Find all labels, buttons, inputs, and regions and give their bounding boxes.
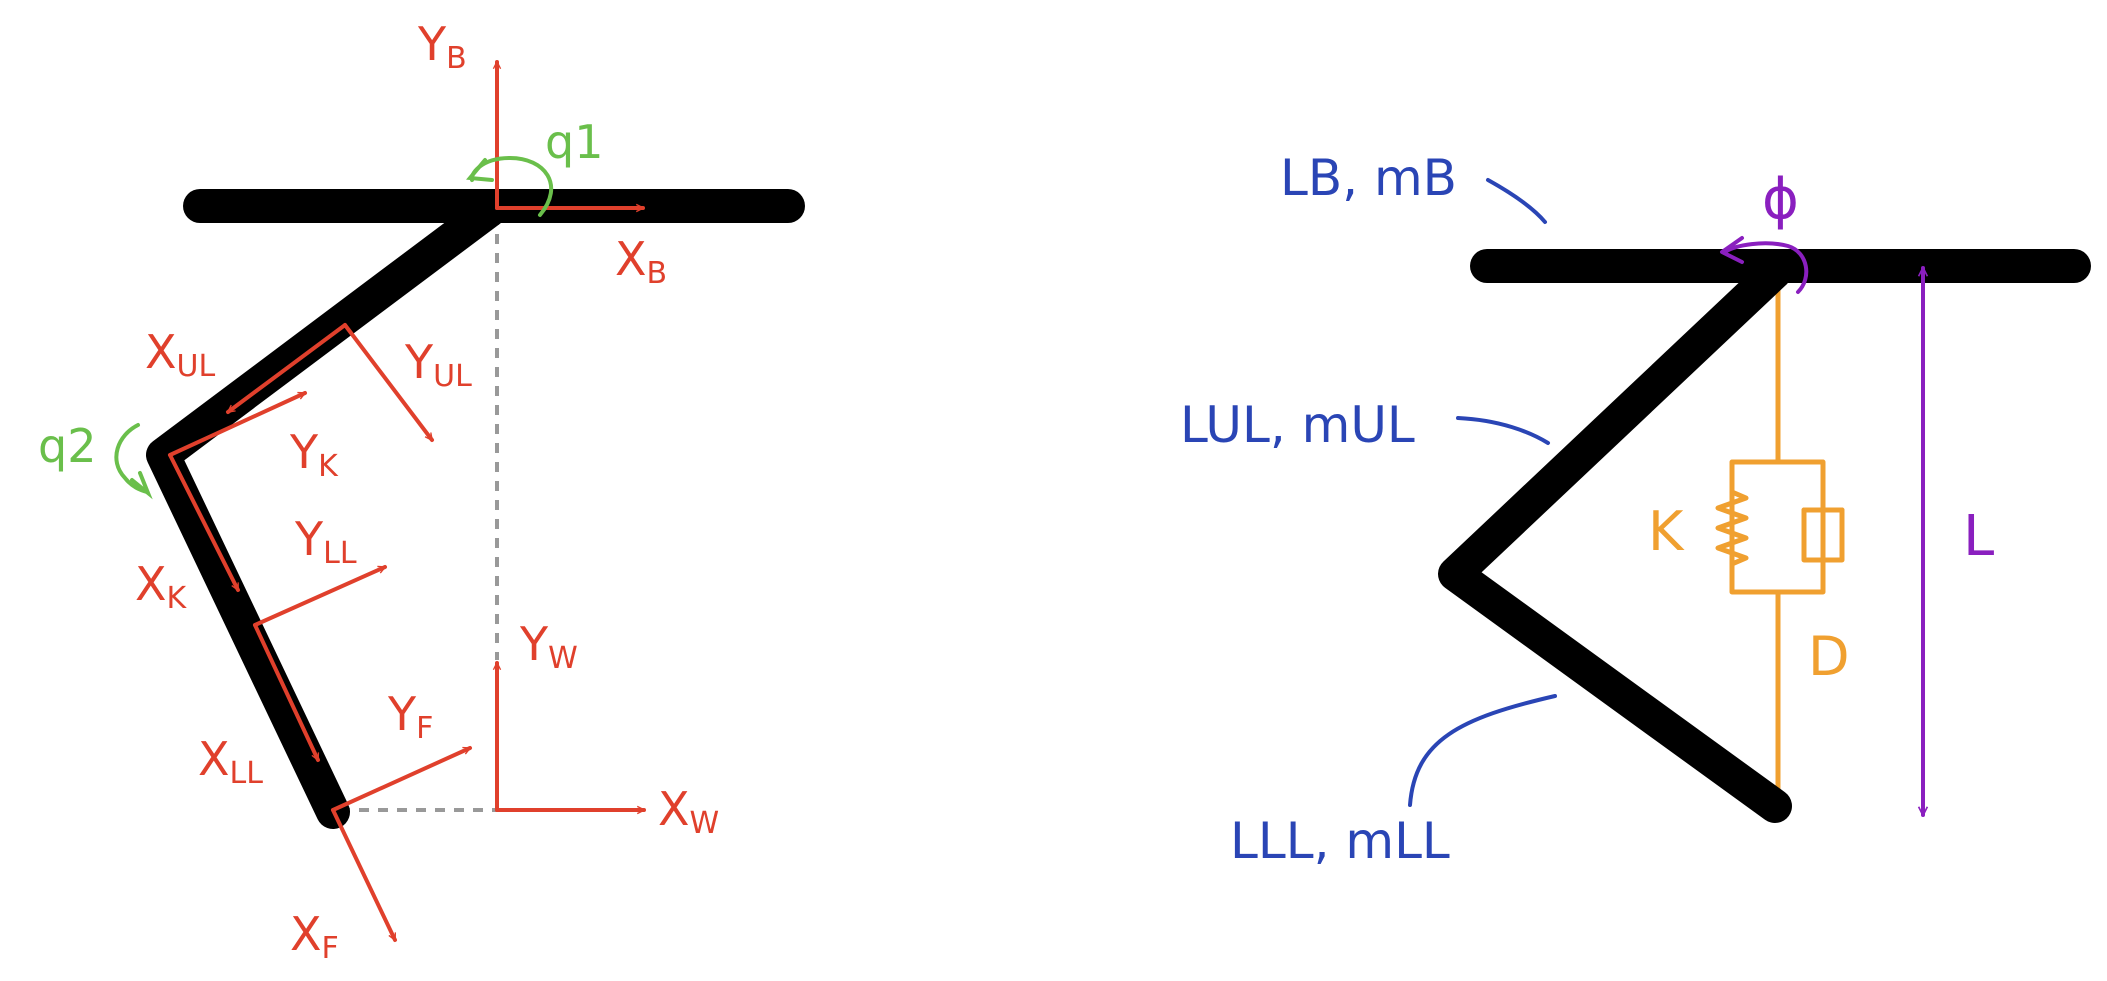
x-k-label: XK [135,557,188,616]
phi-arrowhead [1720,236,1744,264]
x-f-axis [331,808,397,942]
damper-cylinder-icon [1801,507,1845,563]
x-ul-axis [226,323,347,414]
x-ll-label: XLL [198,732,263,791]
x-w-label: XW [658,782,719,841]
left-kinematics-diagram: YB XB q1 XUL YUL q2 YK XK YLL XLL YW XW [38,17,805,966]
q2-label: q2 [38,419,96,473]
x-k-axis [168,453,240,592]
y-w-label: YW [519,617,578,676]
leg-links [146,193,507,829]
y-k-label: YK [289,425,339,484]
y-f-label: YF [387,687,433,746]
phi-label: ϕ [1762,167,1799,232]
y-f-axis [331,746,472,812]
q2-arrowhead [130,471,153,500]
x-ll-axis [253,623,320,762]
right-model-diagram: K D ϕ L LB, mB LUL, mUL LLL, mLL [1180,149,2091,870]
leg-length-label: L [1963,504,1994,569]
q1-label: q1 [545,115,603,169]
x-b-label: XB [615,232,667,291]
y-ul-label: YUL [404,335,472,394]
lower-leg-leader-line [1408,694,1557,807]
q1-arrowhead [466,158,494,182]
y-ul-axis [343,323,434,442]
y-ll-axis [253,565,387,627]
lower-leg-parameter-label: LLL, mLL [1230,812,1450,870]
damper-label: D [1808,625,1850,688]
upper-leg-leader-line [1456,416,1550,445]
base-parameter-label: LB, mB [1280,149,1457,207]
spring-label: K [1648,500,1685,563]
base-leader-line [1486,178,1547,224]
spring-icon [1715,489,1749,567]
y-ll-label: YLL [294,512,357,571]
leg-links-right [1438,255,1792,823]
spring-damper-frame [1729,459,1826,595]
y-b-label: YB [417,17,467,76]
phi-rotation-arrow [1723,241,1809,294]
q2-rotation-arrow [114,423,149,494]
x-ul-label: XUL [145,325,215,384]
y-k-axis [168,391,307,457]
x-f-label: XF [290,907,339,966]
upper-leg-parameter-label: LUL, mUL [1180,396,1415,454]
